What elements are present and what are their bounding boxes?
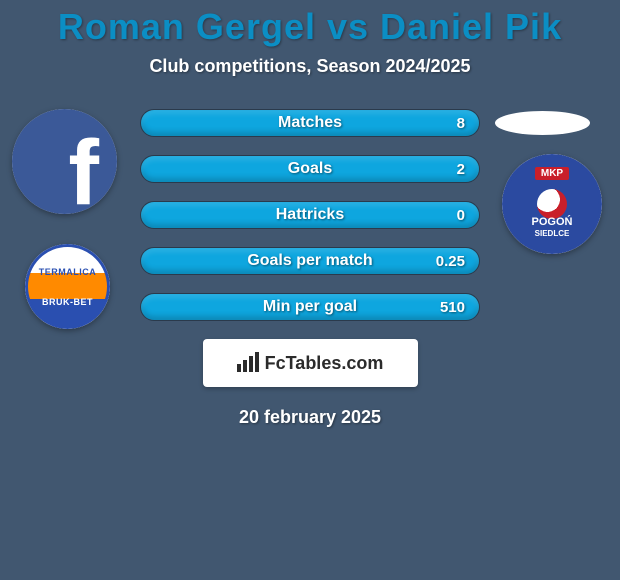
player-right-avatar xyxy=(495,111,590,135)
club-right-sub: SIEDLCE xyxy=(535,229,570,238)
stat-bars: Matches 8 Goals 2 Hattricks 0 Goals per … xyxy=(140,109,480,321)
footer-date: 20 february 2025 xyxy=(0,407,620,428)
stat-bar-min-per-goal: Min per goal 510 xyxy=(140,293,480,321)
stat-label: Min per goal xyxy=(141,294,479,320)
facebook-icon xyxy=(12,109,117,214)
stat-label: Goals per match xyxy=(141,248,479,274)
branding-card[interactable]: FcTables.com xyxy=(203,339,418,387)
stat-bar-goals: Goals 2 xyxy=(140,155,480,183)
bar-chart-icon xyxy=(237,354,259,372)
club-right-banner: MKP xyxy=(535,167,569,180)
termalica-logo: TERMALICA BRUK-BET xyxy=(25,244,110,329)
club-right-label: POGOŃ xyxy=(532,216,573,228)
stat-value: 0.25 xyxy=(436,248,465,274)
stat-bar-goals-per-match: Goals per match 0.25 xyxy=(140,247,480,275)
stat-label: Matches xyxy=(141,110,479,136)
club-logo-left: TERMALICA BRUK-BET xyxy=(25,244,110,329)
page-subtitle: Club competitions, Season 2024/2025 xyxy=(0,56,620,77)
stat-value: 0 xyxy=(457,202,465,228)
club-right-name: POGOŃ SIEDLCE xyxy=(532,217,573,239)
branding-text: FcTables.com xyxy=(265,353,384,374)
stat-label: Goals xyxy=(141,156,479,182)
pogon-logo: MKP POGOŃ SIEDLCE xyxy=(502,154,602,254)
stat-value: 8 xyxy=(457,110,465,136)
ball-icon xyxy=(537,189,567,219)
page-title: Roman Gergel vs Daniel Pik xyxy=(0,0,620,48)
stat-value: 510 xyxy=(440,294,465,320)
club-left-line1: TERMALICA xyxy=(39,267,97,277)
player-left-avatar xyxy=(12,109,117,214)
club-left-line2: BRUK-BET xyxy=(42,297,93,307)
stat-bar-matches: Matches 8 xyxy=(140,109,480,137)
club-logo-right: MKP POGOŃ SIEDLCE xyxy=(502,154,602,254)
stat-value: 2 xyxy=(457,156,465,182)
stat-label: Hattricks xyxy=(141,202,479,228)
stat-bar-hattricks: Hattricks 0 xyxy=(140,201,480,229)
stats-area: TERMALICA BRUK-BET MKP POGOŃ SIEDLCE Mat… xyxy=(0,109,620,428)
